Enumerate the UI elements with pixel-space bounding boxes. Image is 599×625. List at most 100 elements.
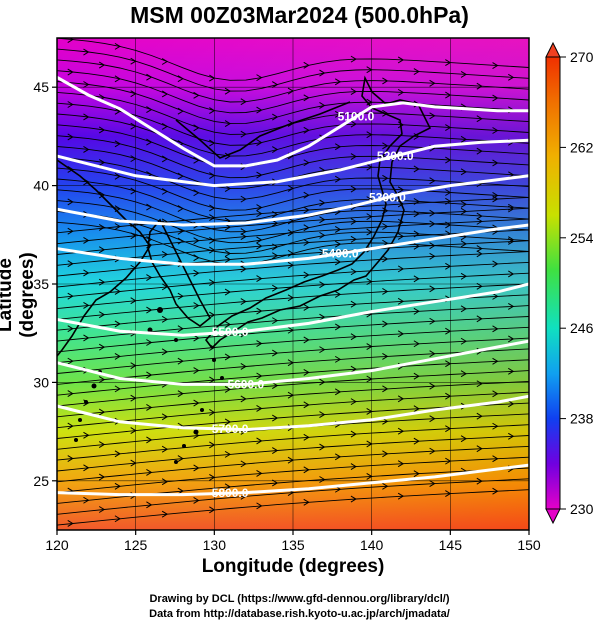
wind-arrow [508,205,515,213]
wind-arrow [114,515,121,523]
wind-arrow [334,226,342,233]
wind-arrow [98,408,106,416]
wind-arrow [177,227,184,235]
wind-arrow [161,348,169,356]
wind-arrow [397,88,405,96]
wind-arrow [272,447,279,454]
islands [74,307,224,464]
x-tick-label: 135 [281,537,305,553]
wind-arrow [177,75,184,83]
wind-arrow [240,233,247,240]
wind-arrow [130,394,137,402]
wind-arrow [67,357,74,365]
wind-arrow [319,476,326,483]
wind-arrow [366,228,373,236]
wind-arrow [397,186,405,194]
wind-arrow [429,252,436,260]
wind-arrow [161,250,169,258]
wind-arrow [303,61,310,69]
wind-arrow [67,455,74,462]
contour-label: 5600.0 [227,377,264,391]
wind-arrow [130,155,137,163]
wind-arrow [130,57,137,65]
wind-arrow [319,281,326,289]
contour-line [57,223,529,266]
wind-arrow [350,333,357,341]
wind-arrow [445,197,452,205]
wind-arrow [492,195,499,203]
wind-arrow [303,159,310,167]
wind-arrow [224,321,232,328]
coastlines [57,75,432,357]
wind-arrow [319,69,326,77]
colorbar-tick-label: 254 [570,230,594,246]
wind-arrow [382,352,389,360]
wind-arrow [413,68,420,75]
wind-arrow [114,140,121,148]
wind-arrow [460,370,468,378]
wind-arrow [146,468,153,476]
wind-arrow [240,395,247,403]
wind-arrow [382,482,389,490]
wind-arrow [445,490,452,498]
wind-arrow [98,376,106,384]
wind-arrow [429,177,436,185]
wind-arrow [67,133,74,141]
wind-arrow [272,284,279,292]
wind-arrow [67,68,74,76]
wind-arrow [177,292,184,300]
wind-arrow [429,220,436,228]
wind-arrow [130,362,137,370]
wind-arrow [272,349,279,357]
wind-arrow [287,229,294,237]
wind-arrow [130,122,137,130]
wind-arrow [272,219,279,227]
wind-arrow [67,101,74,108]
wind-arrow [83,113,90,121]
wind-arrow [224,250,232,257]
wind-arrow [397,330,405,338]
wind-arrow [146,404,153,411]
wind-arrow [397,265,405,273]
wind-arrow [350,268,357,276]
colorbar-tick-label: 230 [570,501,594,517]
contour-label: 5100.0 [338,110,375,124]
wind-arrow [193,497,200,504]
wind-arrow [114,42,121,50]
wind-arrow [256,236,263,244]
wind-arrow [319,231,326,239]
wind-arrow [508,270,515,278]
wind-arrow [161,315,169,323]
wind-arrow [287,184,294,192]
wind-arrow [429,285,436,293]
wind-arrow [193,302,200,310]
wind-arrow [303,433,310,441]
wind-arrow [114,172,121,180]
wind-arrow [476,115,483,123]
wind-arrow [272,479,279,487]
wind-arrow [445,262,452,270]
wind-arrow [366,278,373,286]
wind-arrow [492,159,499,167]
wind-arrow [67,325,74,333]
wind-arrow [492,325,499,333]
wind-arrow [508,432,515,440]
wind-arrow [334,240,342,248]
wind-arrow [287,326,294,334]
wind-arrow [240,228,247,236]
wind-arrow [256,106,263,114]
wind-arrow [161,155,169,163]
wind-arrow [397,56,405,64]
wind-arrow [397,492,405,500]
contour-line [57,394,529,432]
wind-arrow [146,436,153,444]
wind-arrow [303,126,310,134]
wind-arrow [177,107,184,115]
wind-arrow [193,156,200,164]
y-axis-ticks: 25 30 35 40 45 [33,79,57,489]
wind-arrow [492,292,499,300]
wind-arrow [334,175,342,183]
wind-arrow [397,232,405,240]
wind-arrow [114,75,121,83]
wind-arrow [429,415,436,423]
